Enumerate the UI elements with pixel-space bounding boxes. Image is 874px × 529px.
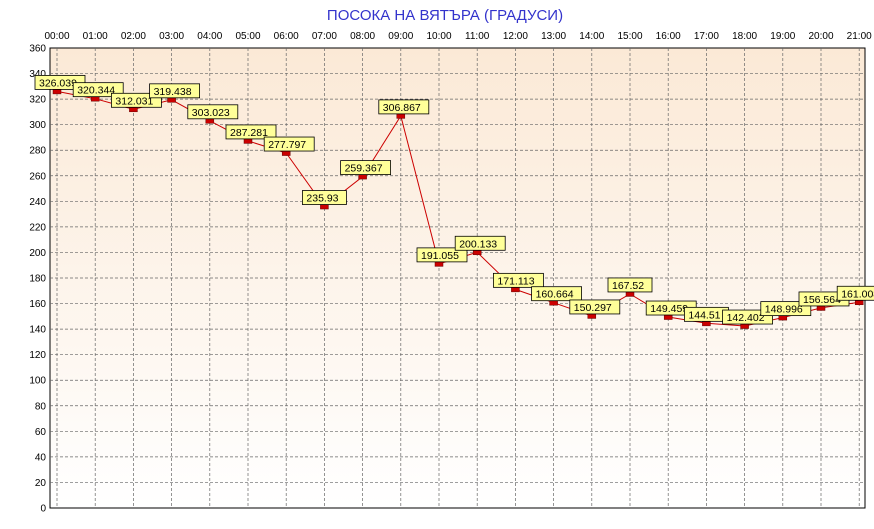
data-label-box	[760, 301, 812, 317]
y-tick-label: 0	[40, 504, 46, 515]
data-label-box	[72, 82, 124, 98]
data-label: 171.113	[497, 275, 534, 287]
data-label-box	[263, 136, 315, 152]
y-tick-label: 300	[29, 120, 46, 131]
x-tick-label: 15:00	[617, 31, 642, 42]
y-tick-label: 220	[29, 222, 46, 233]
y-tick-label: 140	[29, 325, 46, 336]
x-tick-label: 12:00	[503, 31, 528, 42]
data-label-box	[492, 272, 544, 288]
data-label-box	[569, 299, 621, 315]
data-label-box	[111, 92, 162, 108]
data-label: 150.297	[574, 302, 612, 314]
data-label: 191.055	[421, 250, 459, 262]
data-label-box	[149, 83, 201, 99]
x-tick-label: 09:00	[388, 31, 413, 42]
data-label-box	[301, 190, 347, 205]
y-tick-label: 180	[29, 274, 46, 285]
y-tick-label: 100	[29, 376, 46, 387]
x-tick-label: 17:00	[694, 31, 719, 42]
x-tick-label: 07:00	[312, 31, 337, 42]
y-tick-label: 280	[29, 146, 46, 157]
data-labels: 326.039320.344312.031319.438303.023287.2…	[34, 74, 874, 325]
x-tick-label: 16:00	[656, 31, 681, 42]
data-label: 259.367	[345, 163, 383, 175]
data-label: 287.281	[230, 127, 268, 139]
data-label: 277.797	[268, 139, 306, 151]
y-tick-label: 360	[29, 44, 46, 55]
data-label-box	[378, 99, 430, 115]
x-tick-label: 02:00	[121, 31, 146, 42]
data-label: 326.039	[39, 77, 77, 89]
x-tick-label: 21:00	[847, 31, 872, 42]
data-label: 156.564	[803, 294, 841, 306]
data-label: 235.93	[306, 193, 338, 205]
data-label: 303.023	[192, 107, 230, 119]
x-tick-label: 04:00	[197, 31, 222, 42]
data-label-box	[454, 235, 506, 251]
x-tick-label: 11:00	[465, 31, 490, 42]
data-label: 320.344	[77, 85, 115, 97]
data-label: 161.008	[841, 288, 874, 300]
x-tick-label: 03:00	[159, 31, 184, 42]
y-tick-label: 240	[29, 197, 46, 208]
x-axis-ticks: 00:00 01:00 02:00 03:00 04:00 05:00 06:00 07:00…	[44, 31, 872, 42]
data-label: 142.402	[727, 312, 765, 324]
x-tick-label: 20:00	[808, 31, 833, 42]
data-label: 160.664	[536, 289, 574, 301]
data-label: 312.031	[115, 95, 153, 107]
x-tick-label: 19:00	[770, 31, 795, 42]
x-tick-label: 01:00	[83, 31, 108, 42]
y-tick-label: 160	[29, 299, 46, 310]
x-tick-label: 18:00	[732, 31, 757, 42]
data-label: 144.51	[688, 309, 720, 321]
data-label: 149.459	[650, 303, 688, 315]
x-tick-label: 05:00	[235, 31, 260, 42]
x-tick-label: 00:00	[44, 31, 69, 42]
y-tick-label: 20	[35, 478, 47, 489]
data-label-box	[722, 309, 773, 325]
y-tick-label: 40	[35, 452, 47, 463]
data-label-box	[607, 277, 653, 293]
data-label: 167.52	[612, 280, 644, 292]
data-label: 148.996	[765, 304, 803, 316]
y-axis-ticks: 0 20 40 60 80 100 120 140 160 180 200 220 240 260 280 3…	[29, 44, 46, 515]
data-label: 306.867	[383, 102, 421, 114]
y-tick-label: 260	[29, 171, 46, 182]
data-label-box	[225, 124, 277, 140]
data-label: 319.438	[154, 86, 192, 98]
x-tick-label: 14:00	[579, 31, 604, 42]
y-tick-label: 200	[29, 248, 46, 259]
x-tick-label: 06:00	[274, 31, 299, 42]
x-tick-label: 08:00	[350, 31, 375, 42]
grid	[50, 48, 865, 508]
x-tick-label: 13:00	[541, 31, 566, 42]
y-tick-label: 120	[29, 350, 46, 361]
data-label-box	[531, 286, 582, 302]
chart-title: ПОСОКА НА ВЯТЪРА (ГРАДУСИ)	[327, 7, 563, 24]
data-label-box	[836, 285, 874, 301]
y-tick-label: 60	[35, 427, 47, 438]
data-label: 200.133	[459, 238, 497, 250]
data-label-box	[416, 247, 468, 263]
data-label-box	[340, 160, 392, 175]
data-label-box	[187, 104, 239, 120]
y-tick-label: 80	[35, 401, 47, 412]
x-tick-label: 10:00	[426, 31, 451, 42]
y-tick-label: 320	[29, 95, 46, 106]
y-tick-label: 340	[29, 69, 46, 80]
